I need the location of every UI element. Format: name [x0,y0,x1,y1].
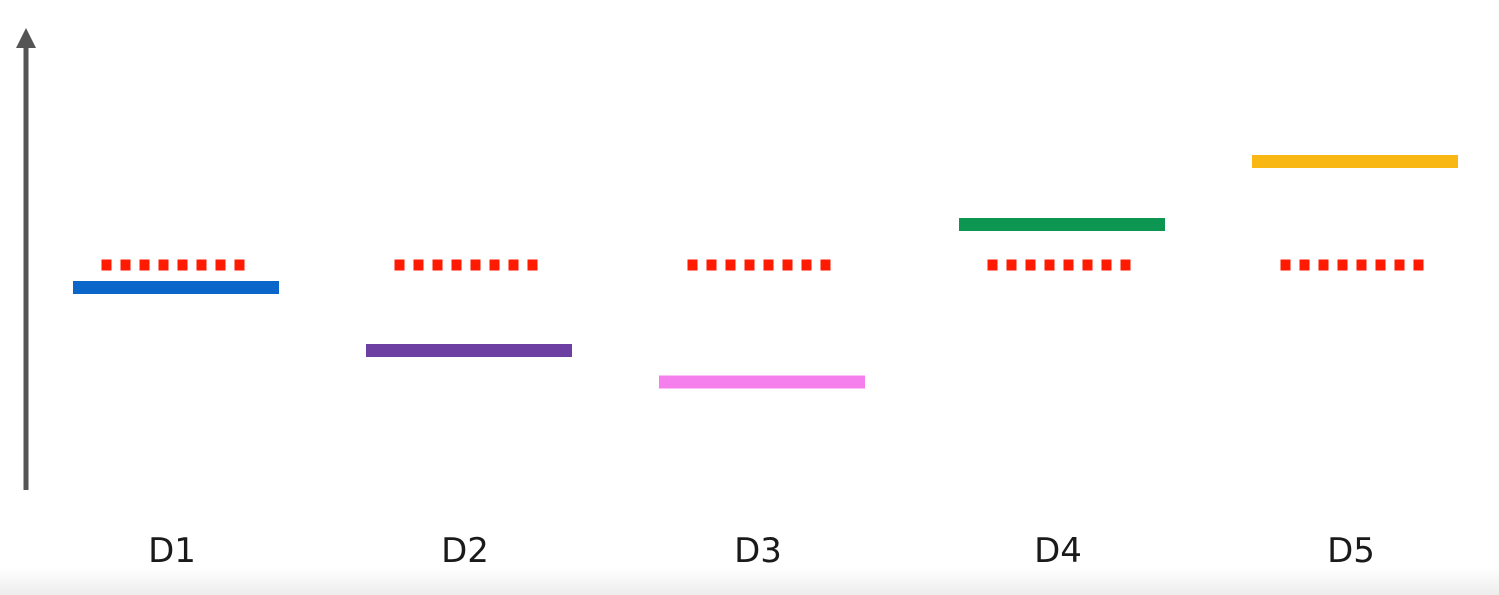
reference-dot [725,259,736,271]
reference-dot [706,259,717,271]
reference-dot [139,259,150,271]
reference-dot [177,259,188,271]
segment-d1 [73,281,279,294]
reference-dot [687,259,698,271]
reference-dot [413,259,424,271]
reference-dot [1063,259,1074,271]
y-axis [16,28,36,490]
reference-dot [120,259,131,271]
segment-d5 [1252,155,1458,168]
reference-dot [1375,259,1386,271]
reference-dot [1082,259,1093,271]
x-tick-label-d1: D1 [148,531,196,571]
x-tick-labels: D1 D2 D3 D4 D5 [148,531,1375,571]
reference-dot [527,259,538,271]
reference-dot [1356,259,1367,271]
reference-dot [215,259,226,271]
x-tick-label-d3: D3 [734,531,782,571]
reference-dot [1280,259,1291,271]
reference-dot [1318,259,1329,271]
reference-dot [451,259,462,271]
bottom-fade [0,567,1499,595]
reference-dot [196,259,207,271]
reference-dot [1337,259,1348,271]
reference-dot [820,259,831,271]
x-tick-label-d4: D4 [1034,531,1082,571]
reference-dot [1120,259,1131,271]
reference-dot [101,259,112,271]
reference-dot [489,259,500,271]
x-tick-label-d2: D2 [441,531,489,571]
reference-dot [394,259,405,271]
segment-d2 [366,344,572,357]
reference-segments [101,259,1424,271]
reference-dot [987,259,998,271]
reference-dot [470,259,481,271]
segment-d3 [659,375,865,389]
reference-dot [432,259,443,271]
reference-dot [763,259,774,271]
reference-d3 [687,259,831,271]
reference-d4 [987,259,1131,271]
reference-d1 [101,259,245,271]
reference-dot [1413,259,1424,271]
reference-dot [234,259,245,271]
segment-d4 [959,218,1165,231]
reference-d2 [394,259,538,271]
reference-dot [1025,259,1036,271]
x-tick-label-d5: D5 [1327,531,1375,571]
reference-dot [801,259,812,271]
reference-dot [1394,259,1405,271]
reference-dot [508,259,519,271]
value-segments [73,155,1458,389]
reference-d5 [1280,259,1424,271]
y-axis-arrowhead [16,28,36,48]
reference-dot [1299,259,1310,271]
reference-dot [1044,259,1055,271]
reference-dot [1006,259,1017,271]
reference-dot [782,259,793,271]
reference-dot [158,259,169,271]
reference-dot [744,259,755,271]
reference-dot [1101,259,1112,271]
